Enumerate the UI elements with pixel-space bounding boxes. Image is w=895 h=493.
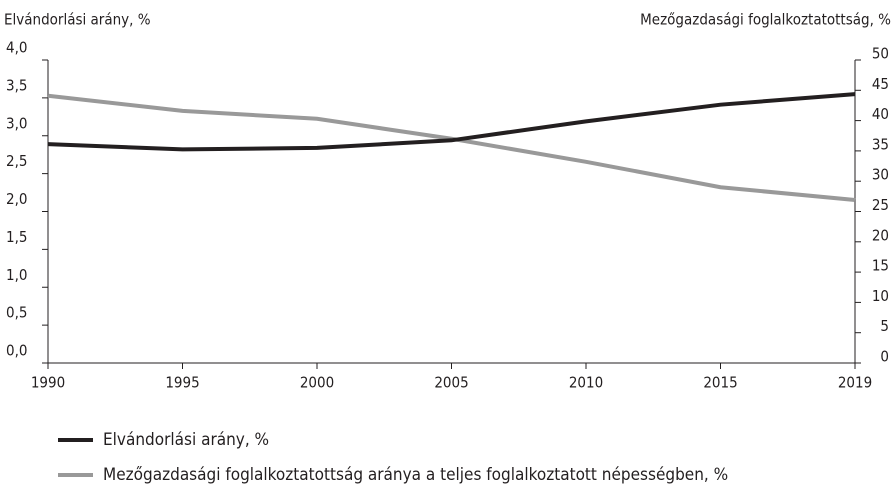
y2-tick-label: 40 — [872, 105, 889, 123]
y-tick-label: 0,5 — [6, 304, 27, 322]
x-tick-label: 2000 — [300, 374, 334, 392]
y2-tick-label: 5 — [880, 317, 889, 335]
line-series — [47, 92, 856, 152]
x-tick-label: 2005 — [434, 374, 468, 392]
x-tick-label: 2010 — [569, 374, 603, 392]
y-tick-label: 3,5 — [6, 76, 27, 94]
y-tick-label: 2,5 — [6, 152, 27, 170]
y2-tick-label: 25 — [872, 196, 889, 214]
y2-tick-label: 15 — [872, 257, 889, 275]
y-tick-label: 1,5 — [6, 228, 27, 246]
x-tick-label: 1990 — [31, 374, 65, 392]
x-tick-label: 1995 — [165, 374, 199, 392]
y2-tick-label: 35 — [872, 135, 889, 153]
y2-tick-label: 10 — [872, 287, 889, 305]
x-tick-label: 2015 — [703, 374, 737, 392]
y-tick-label: 4,0 — [6, 39, 27, 57]
y-tick-label: 1,0 — [6, 266, 27, 284]
y-tick-label: 0,0 — [6, 342, 27, 360]
y-tick-label: 2,0 — [6, 190, 27, 208]
y2-tick-label: 20 — [872, 226, 889, 244]
y2-tick-label: 50 — [872, 45, 889, 63]
legend-label: Mezőgazdasági foglalkoztatottság aránya … — [103, 465, 728, 485]
legend-label: Elvándorlási arány, % — [103, 430, 269, 450]
y2-tick-label: 0 — [880, 348, 889, 366]
y2-axis-label: Mezőgazdasági foglalkoztatottság, % — [640, 11, 891, 29]
y2-tick-label: 30 — [872, 166, 889, 184]
y2-tick-label: 45 — [872, 75, 889, 93]
y-axis-label: Elvándorlási arány, % — [4, 11, 151, 29]
y-tick-label: 3,0 — [6, 114, 27, 132]
x-tick-label: 2019 — [838, 374, 872, 392]
